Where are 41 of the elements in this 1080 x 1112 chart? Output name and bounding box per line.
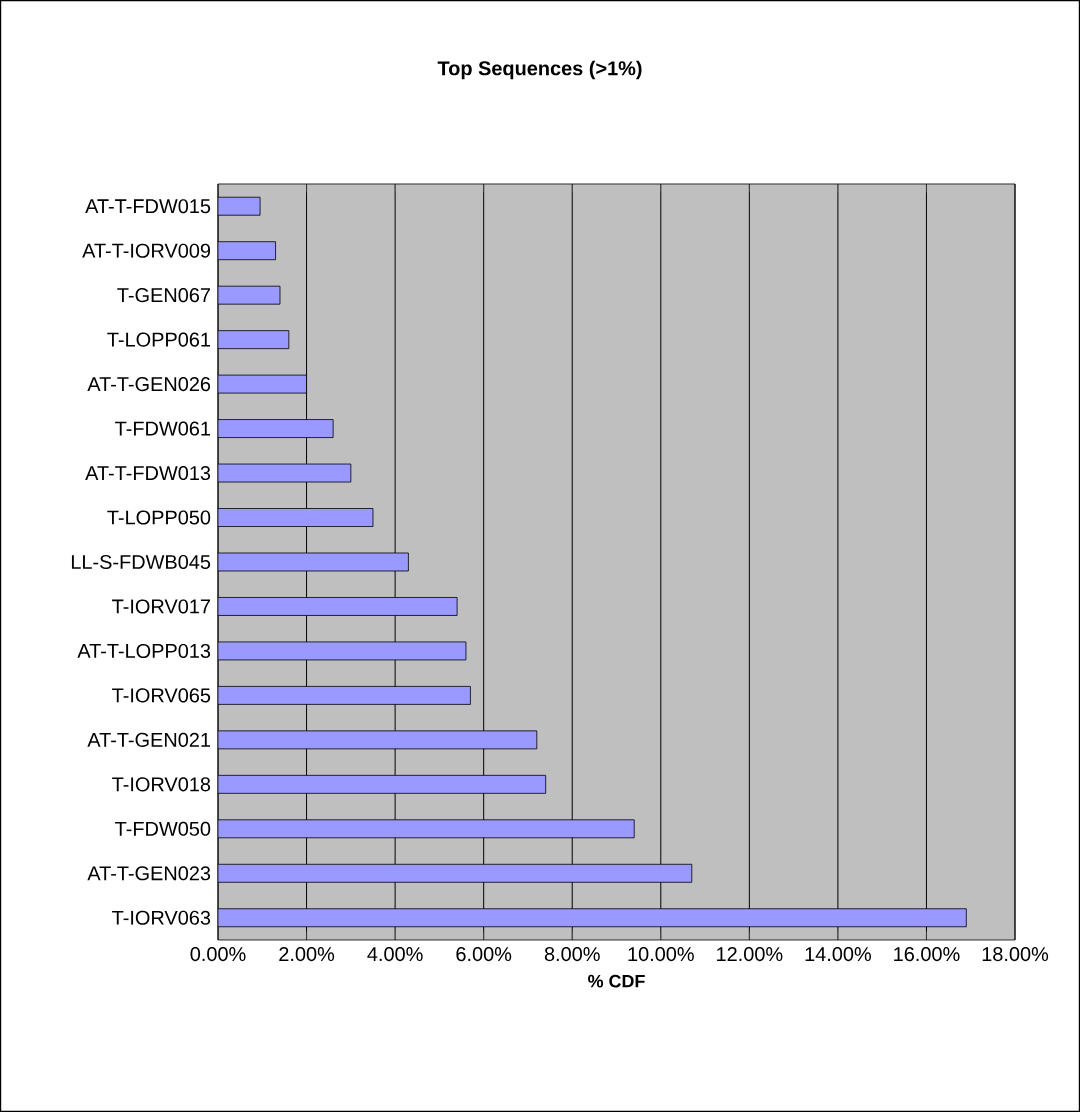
bar — [218, 508, 374, 527]
x-tick-label: 2.00% — [279, 947, 335, 962]
x-tick-label: 6.00% — [456, 947, 512, 962]
bar — [218, 774, 547, 794]
bar — [218, 330, 290, 350]
chart-title: Top Sequences (>1%) — [437, 60, 642, 80]
x-axis-title: % CDF — [588, 974, 645, 988]
y-tick-label: AT-T-LOPP013 — [77, 643, 211, 658]
x-tick-label: 16.00% — [894, 947, 960, 962]
y-tick-label: AT-T-IORV009 — [82, 243, 211, 258]
y-tick-label: AT-T-FDW015 — [85, 199, 211, 214]
y-tick-label: LL-S-FDWB045 — [71, 554, 211, 570]
x-tick-label: 12.00% — [717, 947, 783, 962]
x-tick-label: 4.00% — [367, 947, 423, 962]
x-tick-label: 0.00% — [190, 947, 246, 962]
y-tick-label: T-LOPP050 — [107, 510, 211, 525]
x-tick-label: 18.00% — [982, 947, 1049, 962]
y-tick-label: AT-T-GEN026 — [87, 377, 211, 392]
bar — [218, 686, 471, 705]
y-tick-label: T-IORV065 — [112, 688, 211, 703]
y-tick-label: AT-T-GEN021 — [87, 732, 211, 747]
y-tick-label: T-IORV017 — [112, 599, 210, 614]
bar — [218, 908, 967, 928]
bar — [218, 819, 635, 839]
y-tick-label: T-GEN067 — [117, 288, 210, 303]
y-tick-label: T-FDW061 — [115, 421, 211, 436]
x-tick-label: 8.00% — [544, 947, 600, 962]
y-tick-label: AT-T-FDW013 — [85, 466, 211, 481]
x-tick-label: 10.00% — [628, 947, 694, 962]
bar — [218, 285, 281, 305]
bar — [218, 597, 458, 616]
x-tick-label: 14.00% — [805, 947, 871, 962]
y-tick-label: AT-T-GEN023 — [87, 866, 211, 881]
bar — [218, 419, 334, 438]
bar — [218, 196, 261, 216]
y-tick-label: T-LOPP061 — [107, 332, 211, 347]
bar — [218, 863, 693, 883]
bar — [218, 241, 276, 261]
y-tick-label: T-IORV018 — [112, 777, 211, 792]
y-tick-label: T-FDW050 — [115, 821, 211, 836]
y-tick-label: T-IORV063 — [112, 910, 211, 925]
